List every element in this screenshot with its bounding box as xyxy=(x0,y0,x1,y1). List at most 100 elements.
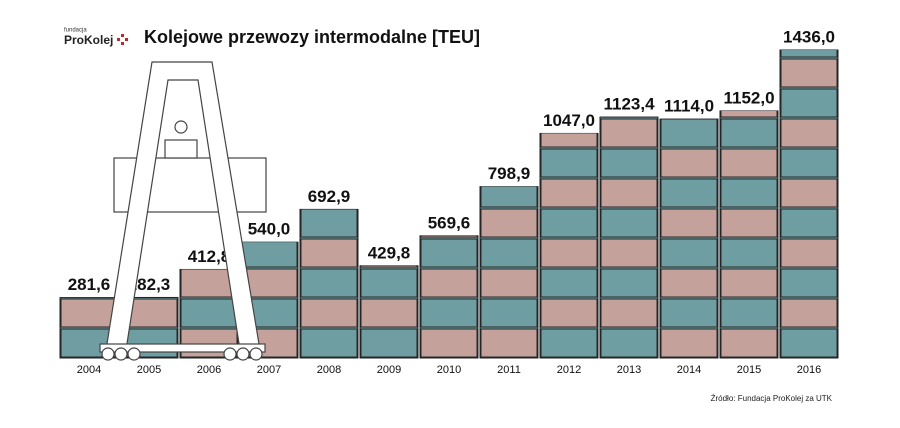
x-tick-label: 2013 xyxy=(617,364,641,376)
container xyxy=(780,50,838,58)
logo-small: fundacja xyxy=(64,28,87,34)
x-tick-label: 2006 xyxy=(197,364,221,376)
container xyxy=(420,298,478,328)
container xyxy=(540,328,598,358)
container xyxy=(780,298,838,328)
container xyxy=(180,298,238,328)
value-label: 1114,0 xyxy=(664,97,714,116)
container xyxy=(360,328,418,358)
x-tick-label: 2014 xyxy=(677,364,701,376)
container xyxy=(660,208,718,238)
container xyxy=(780,118,838,148)
container xyxy=(780,58,838,88)
container xyxy=(540,148,598,178)
container xyxy=(660,268,718,298)
container xyxy=(780,178,838,208)
container xyxy=(540,178,598,208)
container xyxy=(720,238,778,268)
container xyxy=(360,268,418,298)
container xyxy=(600,238,658,268)
container xyxy=(480,238,538,268)
container xyxy=(360,298,418,328)
value-label: 540,0 xyxy=(248,220,291,239)
value-label: 798,9 xyxy=(488,164,531,183)
value-label: 692,9 xyxy=(308,187,351,206)
container xyxy=(720,268,778,298)
value-label: 282,3 xyxy=(128,275,171,294)
value-label: 1047,0 xyxy=(543,111,595,130)
container xyxy=(420,328,478,358)
value-label: 1123,4 xyxy=(603,95,655,114)
container xyxy=(300,209,358,238)
container xyxy=(660,328,718,358)
crane xyxy=(99,61,267,361)
container xyxy=(720,328,778,358)
container xyxy=(420,268,478,298)
container xyxy=(540,238,598,268)
container xyxy=(540,268,598,298)
container xyxy=(420,238,478,268)
container xyxy=(720,148,778,178)
container xyxy=(300,328,358,358)
x-tick-label: 2009 xyxy=(377,364,401,376)
container xyxy=(480,268,538,298)
logo-name: ProKolej xyxy=(64,33,113,47)
value-label: 569,6 xyxy=(428,213,471,232)
container xyxy=(600,178,658,208)
value-label: 429,8 xyxy=(368,243,411,262)
container xyxy=(600,148,658,178)
value-label: 1436,0 xyxy=(783,27,835,46)
container xyxy=(720,298,778,328)
x-tick-label: 2005 xyxy=(137,364,161,376)
container xyxy=(300,268,358,298)
container xyxy=(780,328,838,358)
x-tick-label: 2008 xyxy=(317,364,341,376)
x-tick-label: 2011 xyxy=(497,364,521,376)
value-label: 412,8 xyxy=(188,247,231,266)
value-label: 1152,0 xyxy=(723,88,774,107)
container xyxy=(540,133,598,148)
container xyxy=(600,328,658,358)
container xyxy=(780,208,838,238)
container xyxy=(720,208,778,238)
container xyxy=(780,268,838,298)
container xyxy=(420,235,478,238)
container xyxy=(600,118,658,148)
x-tick-label: 2007 xyxy=(257,364,281,376)
container xyxy=(720,110,778,118)
container xyxy=(660,119,718,148)
container xyxy=(660,238,718,268)
container xyxy=(480,186,538,208)
logo-mark xyxy=(117,34,128,45)
chart-title: Kolejowe przewozy intermodalne [TEU] xyxy=(144,27,480,47)
container xyxy=(780,238,838,268)
container xyxy=(660,178,718,208)
x-tick-label: 2004 xyxy=(77,364,101,376)
container xyxy=(780,88,838,118)
container xyxy=(540,298,598,328)
container xyxy=(480,208,538,238)
x-tick-label: 2012 xyxy=(557,364,581,376)
value-label: 281,6 xyxy=(68,275,111,294)
container xyxy=(240,242,298,268)
container xyxy=(600,268,658,298)
container xyxy=(300,238,358,268)
container xyxy=(660,298,718,328)
container xyxy=(480,298,538,328)
container xyxy=(300,298,358,328)
container xyxy=(480,328,538,358)
container xyxy=(600,208,658,238)
source: Źródło: Fundacja ProKolej za UTK xyxy=(711,394,833,403)
container xyxy=(60,298,118,328)
x-tick-label: 2010 xyxy=(437,364,461,376)
x-tick-label: 2016 xyxy=(797,364,821,376)
container xyxy=(780,148,838,178)
container xyxy=(540,208,598,238)
container xyxy=(720,118,778,148)
container xyxy=(660,148,718,178)
x-tick-label: 2015 xyxy=(737,364,761,376)
container xyxy=(720,178,778,208)
container xyxy=(600,298,658,328)
container xyxy=(360,265,418,268)
